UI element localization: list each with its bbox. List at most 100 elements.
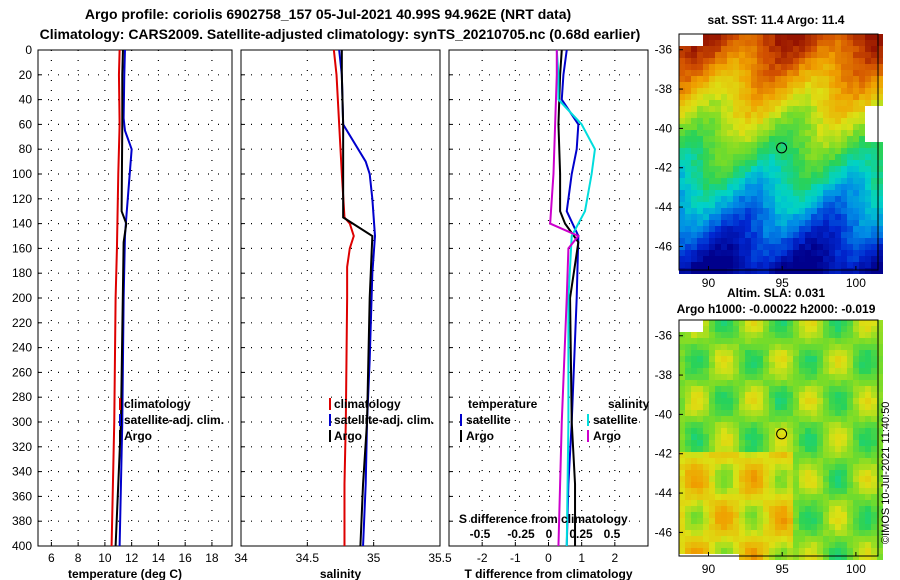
map-cell — [715, 268, 721, 274]
map-cell — [769, 386, 775, 392]
map-cell — [727, 488, 733, 494]
map-cell — [823, 458, 829, 464]
map-cell — [769, 232, 775, 238]
map-cell — [799, 530, 805, 536]
map-cell — [763, 94, 769, 100]
map-cell — [751, 196, 757, 202]
map-cell — [769, 70, 775, 76]
map-cell — [817, 368, 823, 374]
map-cell — [811, 190, 817, 196]
map-cell — [811, 410, 817, 416]
map-cell — [751, 46, 757, 52]
map-cell — [787, 386, 793, 392]
map-cell — [871, 196, 877, 202]
map-cell — [715, 82, 721, 88]
map-cell — [853, 40, 859, 46]
map-cell — [703, 154, 709, 160]
map-cell — [865, 70, 871, 76]
map-x-tick-label: 95 — [776, 276, 790, 290]
map-cell — [685, 268, 691, 274]
map-cell — [685, 130, 691, 136]
map-cell — [709, 178, 715, 184]
map-cell — [763, 118, 769, 124]
map-cell — [721, 94, 727, 100]
map-cell — [679, 548, 685, 554]
map-cell — [835, 172, 841, 178]
map-cell — [847, 208, 853, 214]
map-cell — [769, 58, 775, 64]
map-cell — [775, 226, 781, 232]
map-cell — [835, 374, 841, 380]
map-cell — [781, 94, 787, 100]
map-cell — [859, 326, 865, 332]
map-cell — [709, 130, 715, 136]
map-cell — [715, 428, 721, 434]
map-cell — [715, 46, 721, 52]
map-cell — [823, 40, 829, 46]
map-cell — [679, 238, 685, 244]
map-cell — [751, 368, 757, 374]
map-cell — [745, 488, 751, 494]
map-cell — [817, 338, 823, 344]
map-cell — [793, 226, 799, 232]
map-cell — [835, 82, 841, 88]
map-cell — [823, 476, 829, 482]
map-cell — [691, 268, 697, 274]
y-tick-label: 100 — [12, 167, 32, 181]
map-cell — [811, 344, 817, 350]
map-cell — [853, 542, 859, 548]
map-cell — [709, 172, 715, 178]
map-cell — [763, 548, 769, 554]
map-cell — [811, 82, 817, 88]
map-cell — [865, 476, 871, 482]
map-cell — [811, 184, 817, 190]
map-cell — [865, 332, 871, 338]
map-cell — [727, 344, 733, 350]
map-cell — [709, 208, 715, 214]
map-cell — [715, 422, 721, 428]
map-cell — [817, 268, 823, 274]
map-cell — [811, 244, 817, 250]
map-cell — [781, 124, 787, 130]
map-cell — [823, 422, 829, 428]
map-cell — [703, 142, 709, 148]
map-cell — [829, 482, 835, 488]
map-cell — [751, 362, 757, 368]
map-cell — [739, 40, 745, 46]
map-cell — [799, 190, 805, 196]
map-cell — [871, 548, 877, 554]
map-cell — [763, 410, 769, 416]
map-cell — [877, 356, 883, 362]
map-cell — [799, 208, 805, 214]
map-cell — [727, 374, 733, 380]
map-cell — [865, 40, 871, 46]
map-cell — [769, 196, 775, 202]
map-cell — [751, 416, 757, 422]
map-cell — [841, 344, 847, 350]
map-cell — [835, 166, 841, 172]
map-cell — [745, 356, 751, 362]
map-cell — [811, 94, 817, 100]
map-cell — [763, 452, 769, 458]
map-cell — [739, 46, 745, 52]
map-cell — [763, 58, 769, 64]
map-cell — [763, 100, 769, 106]
map-cell — [703, 512, 709, 518]
map-cell — [757, 416, 763, 422]
map-cell — [871, 88, 877, 94]
map-cell — [799, 112, 805, 118]
map-y-tick-label: -42 — [655, 447, 673, 461]
map-cell — [817, 500, 823, 506]
map-cell — [805, 100, 811, 106]
map-cell — [829, 220, 835, 226]
map-cell — [679, 88, 685, 94]
map-cell — [793, 350, 799, 356]
map-cell — [835, 46, 841, 52]
map-cell — [787, 202, 793, 208]
map-cell — [799, 554, 805, 560]
map-cell — [769, 350, 775, 356]
map-cell — [685, 428, 691, 434]
map-cell — [877, 344, 883, 350]
map-cell — [685, 482, 691, 488]
map-cell — [775, 332, 781, 338]
